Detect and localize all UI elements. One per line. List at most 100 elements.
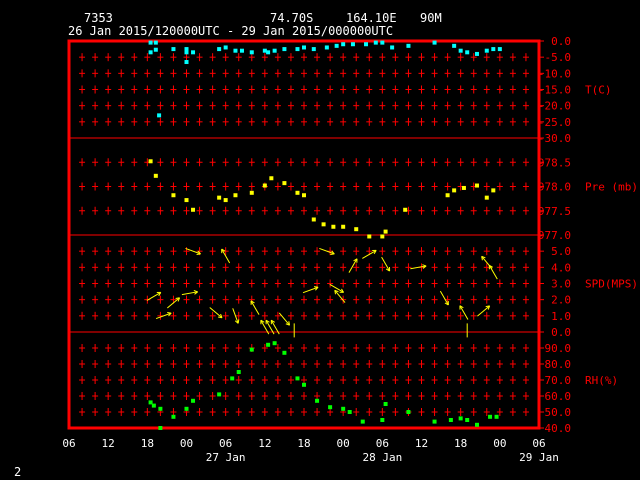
pressure-point xyxy=(474,183,479,188)
x-tick-label: 12 xyxy=(415,437,428,450)
temperature-point xyxy=(465,50,470,55)
wind-arrow-shaft xyxy=(302,286,319,294)
wind-arrow-shaft xyxy=(334,289,346,303)
y-tick-label-humidity: 40.0 xyxy=(545,422,572,435)
humidity-point xyxy=(494,414,499,419)
humidity-point xyxy=(148,400,153,405)
temperature-point xyxy=(282,47,287,52)
pressure-point xyxy=(380,234,385,239)
humidity-point xyxy=(380,418,385,422)
wind-arrow-shaft xyxy=(185,247,201,255)
pressure-point xyxy=(148,159,153,164)
wind-arrow-shaft xyxy=(181,291,198,296)
wind-arrow-head xyxy=(330,253,335,255)
wind-arrow-head xyxy=(485,305,490,308)
wind-arrow-shaft xyxy=(209,307,223,319)
pressure-point xyxy=(461,185,466,190)
y-tick-label-temperature: -25.0 xyxy=(538,116,571,129)
wind-arrow-head xyxy=(265,319,270,323)
y-tick-label-wind: 1.0 xyxy=(551,310,571,323)
temperature-point xyxy=(341,42,346,47)
x-day-label: 29 Jan xyxy=(519,451,559,464)
wind-arrow xyxy=(265,319,275,335)
page-number: 2 xyxy=(14,465,22,479)
wind-arrow xyxy=(381,256,391,272)
temperature-point xyxy=(266,50,271,55)
x-tick-label: 00 xyxy=(493,437,506,450)
wind-arrow-head xyxy=(489,264,493,268)
temperature-point xyxy=(184,47,189,52)
humidity-point xyxy=(191,398,196,403)
wind-arrow-head xyxy=(196,253,201,255)
humidity-point xyxy=(230,376,235,381)
x-tick-label: 06 xyxy=(62,437,75,450)
wind-arrow-shaft xyxy=(146,292,162,301)
temperature-point xyxy=(295,47,300,52)
humidity-point xyxy=(474,422,479,427)
pressure-point xyxy=(403,207,408,212)
y-tick-label-humidity: 70.0 xyxy=(545,374,572,387)
wind-arrow-head xyxy=(237,319,240,324)
humidity-point xyxy=(184,406,189,411)
y-tick-label-temperature: -15.0 xyxy=(538,84,571,97)
pressure-point xyxy=(484,195,489,200)
wind-arrow-head xyxy=(481,256,483,261)
pressure-point xyxy=(491,188,496,193)
humidity-point xyxy=(458,416,463,421)
humidity-point xyxy=(347,410,352,414)
humidity-point xyxy=(272,341,277,346)
x-tick-label: 18 xyxy=(141,437,154,450)
panel-label-humidity: RH(%) xyxy=(585,374,618,387)
period-title: 26 Jan 2015/120000UTC - 29 Jan 2015/0000… xyxy=(68,24,394,38)
wind-arrow-head xyxy=(285,323,290,326)
pressure-point xyxy=(262,183,267,188)
y-tick-label-temperature: -5.0 xyxy=(545,51,572,64)
wind-arrow-shaft xyxy=(265,319,275,335)
x-tick-label: 18 xyxy=(297,437,310,450)
panel-label-wind: SPD(MPS) xyxy=(585,278,638,291)
wind-arrow xyxy=(166,297,181,309)
pressure-point xyxy=(223,198,228,203)
wind-arrow-head xyxy=(341,288,344,293)
wind-arrow-head xyxy=(193,290,198,293)
wind-arrow-head xyxy=(315,286,319,291)
temperature-point xyxy=(217,47,222,52)
pressure-point xyxy=(354,227,359,232)
wind-arrow-head xyxy=(422,264,427,267)
wind-arrow xyxy=(329,283,344,293)
pressure-point xyxy=(341,224,346,229)
wind-arrow-head xyxy=(353,258,358,262)
temperature-point xyxy=(148,50,153,55)
y-tick-label-wind: 3.0 xyxy=(551,278,571,291)
wind-arrow xyxy=(439,290,449,306)
humidity-point xyxy=(171,414,176,419)
y-tick-label-temperature: -10.0 xyxy=(538,67,571,80)
wind-arrow-shaft xyxy=(488,265,498,280)
pressure-point xyxy=(269,176,274,181)
humidity-point xyxy=(282,350,287,355)
temperature-point xyxy=(262,48,267,53)
temperature-point xyxy=(373,40,378,45)
wind-arrow xyxy=(459,305,469,320)
wind-arrow-head xyxy=(158,292,162,297)
x-tick-label: 12 xyxy=(258,437,271,450)
wind-arrow xyxy=(250,300,260,315)
x-tick-label: 00 xyxy=(337,437,350,450)
wind-arrow-shaft xyxy=(270,319,280,335)
y-tick-label-humidity: 50.0 xyxy=(545,406,572,419)
pressure-point xyxy=(184,198,189,203)
temperature-point xyxy=(432,40,437,45)
wind-arrow xyxy=(477,305,491,317)
wind-arrow xyxy=(319,247,335,255)
temperature-point xyxy=(364,42,369,47)
wind-arrow-head xyxy=(271,319,275,323)
humidity-point xyxy=(465,418,470,422)
temperature-point xyxy=(390,45,395,50)
wind-arrow-head xyxy=(459,305,464,309)
wind-arrow-shaft xyxy=(155,312,172,320)
temperature-point xyxy=(484,48,489,53)
pressure-point xyxy=(321,222,326,227)
temperature-point xyxy=(171,47,176,52)
temperature-point xyxy=(157,113,162,118)
station-lat: 74.70S xyxy=(270,11,314,25)
